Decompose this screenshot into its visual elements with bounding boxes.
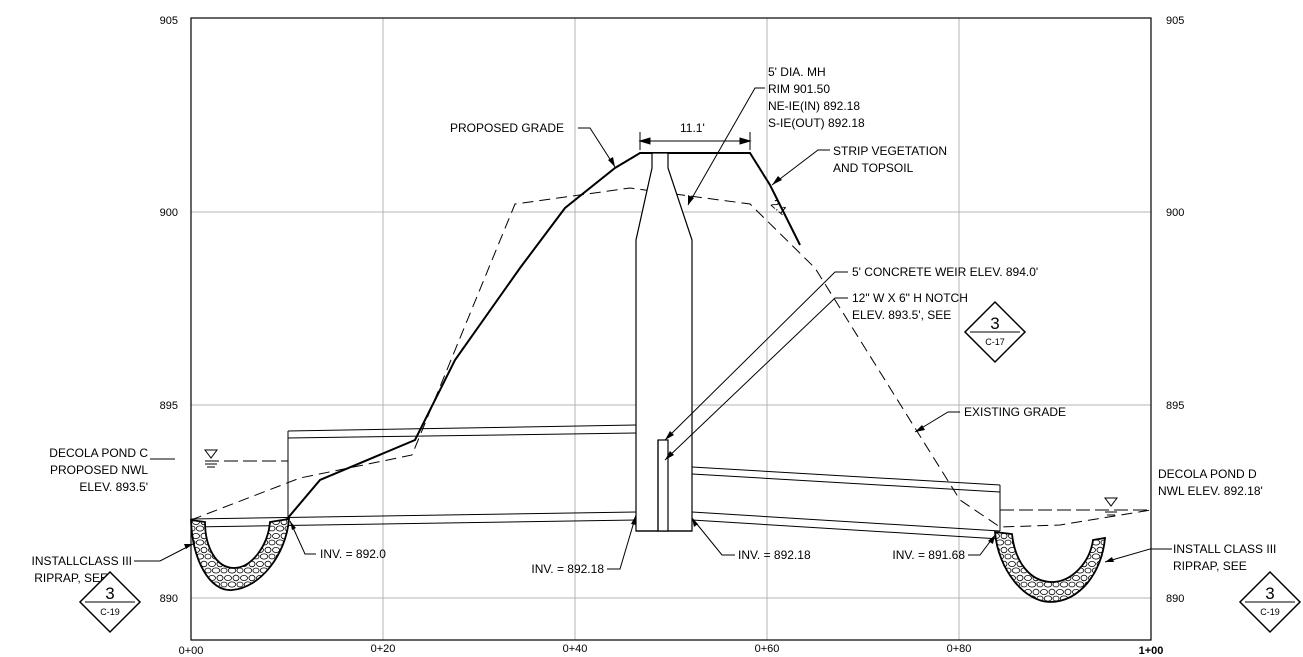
inlet-pipe [190,424,637,528]
outlet-pipe [691,466,1001,540]
inv-mh-out-callout: INV. = 892.18 [738,548,811,562]
pond-c-water-level [204,449,288,468]
notch-callout: 12" W X 6" H NOTCH ELEV. 893.5', SEE [852,291,968,322]
pond-d-line-1: DECOLA POND D [1158,467,1257,481]
existing-grade-callout: EXISTING GRADE [964,405,1066,419]
station-tick-60: 0+60 [755,643,780,655]
slope-label: 2:1 [768,197,790,219]
leader-arrows [184,157,1114,562]
elev-tick-905-right: 905 [1166,15,1184,27]
station-axis: 0+00 0+20 0+40 0+60 0+80 1+00 [179,643,1164,657]
station-tick-40: 0+40 [563,643,588,655]
weir-callout: 5' CONCRETE WEIR ELEV. 894.0' [852,265,1038,279]
notch-callout-line-2: ELEV. 893.5', SEE [852,308,951,322]
riprap-right [994,530,1106,603]
proposed-grade-line [286,152,801,520]
proposed-grade-callout: PROPOSED GRADE [450,121,564,135]
strip-callout-line-1: STRIP VEGETATION [833,144,947,158]
strip-callout-line-2: AND TOPSOIL [833,161,914,175]
elev-tick-900-right: 900 [1166,207,1184,219]
pond-d-water-level [1000,497,1151,516]
detail-ref-riprap-right[interactable]: 3 C-19 [1238,570,1302,634]
station-tick-100: 1+00 [1139,645,1164,657]
riprap-left [190,517,290,591]
station-tick-0: 0+00 [179,645,204,657]
detail-ref-riprap-left-sheet: C-19 [100,607,120,617]
elevation-axis-right: 905 900 895 890 [1166,15,1184,605]
elev-tick-890-left: 890 [160,593,178,605]
elev-tick-895-left: 895 [160,400,178,412]
detail-ref-riprap-left[interactable]: 3 C-19 [78,570,142,634]
detail-ref-notch[interactable]: 3 C-17 [963,300,1027,364]
pond-c-line-3: ELEV. 893.5' [79,480,148,494]
pond-d-callout: DECOLA POND D NWL ELEV. 892.18' [1158,467,1263,498]
riprap-right-line-2: RIPRAP, SEE [1173,559,1247,573]
notch-callout-line-1: 12" W X 6" H NOTCH [852,291,968,305]
elevation-axis-left: 905 900 895 890 [160,15,178,605]
inv-left-callout: INV. = 892.0 [320,547,386,561]
detail-ref-notch-number: 3 [990,314,999,333]
pond-c-line-1: DECOLA POND C [49,446,148,460]
elev-tick-890-right: 890 [1166,593,1184,605]
elev-tick-895-right: 895 [1166,400,1184,412]
manhole-callout-line-4: S-IE(OUT) 892.18 [768,116,865,130]
detail-ref-riprap-right-sheet: C-19 [1260,607,1280,617]
riprap-left-line-2: RIPRAP, SEE [34,571,108,585]
inv-right-callout: INV. = 891.68 [892,548,965,562]
inv-mh-in-callout: INV. = 892.18 [531,562,604,576]
frame [190,17,1152,641]
manhole-callout: 5' DIA. MH RIM 901.50 NE-IE(IN) 892.18 S… [768,65,865,130]
strip-callout: STRIP VEGETATION AND TOPSOIL [833,144,947,175]
riprap-right-line-1: INSTALL CLASS III [1173,542,1276,556]
leaders [134,87,1172,570]
manhole-callout-line-1: 5' DIA. MH [768,65,826,79]
existing-grade-line [190,187,1152,528]
dimension-label: 11.1' [680,121,705,135]
manhole-structure [635,152,693,532]
elev-tick-905-left: 905 [160,15,178,27]
pond-c-line-2: PROPOSED NWL [50,463,148,477]
dimension-11-1 [638,132,752,150]
riprap-right-callout: INSTALL CLASS III RIPRAP, SEE [1173,542,1276,573]
riprap-left-callout: INSTALLCLASS III RIPRAP, SEE [32,554,132,585]
detail-ref-riprap-left-number: 3 [105,584,114,603]
manhole-callout-line-2: RIM 901.50 [768,82,830,96]
pond-d-line-2: NWL ELEV. 892.18' [1158,484,1263,498]
station-tick-20: 0+20 [371,643,396,655]
detail-ref-riprap-right-number: 3 [1265,584,1274,603]
riprap-left-line-1: INSTALLCLASS III [32,554,132,568]
pond-c-callout: DECOLA POND C PROPOSED NWL ELEV. 893.5' [49,446,148,494]
manhole-callout-line-3: NE-IE(IN) 892.18 [768,99,860,113]
elev-tick-900-left: 900 [160,207,178,219]
detail-ref-notch-sheet: C-17 [985,337,1005,347]
station-tick-80: 0+80 [947,643,972,655]
